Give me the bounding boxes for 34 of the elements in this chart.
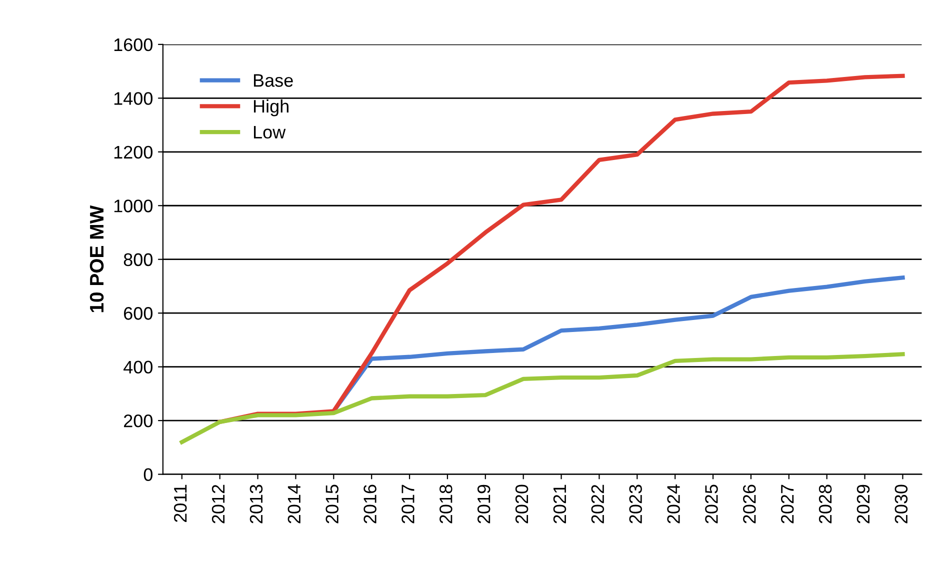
x-tick-label: 2029 [856, 484, 870, 524]
x-tick-label: 2024 [667, 484, 680, 524]
line-series [180, 352, 905, 444]
x-tick-label: 2028 [818, 484, 832, 524]
legend-label: High [254, 99, 288, 116]
y-tick-label: 1000 [114, 200, 152, 212]
x-tick-label: 2025 [705, 484, 718, 524]
x-tick-label: 2020 [515, 484, 528, 524]
y-axis-title: 10 POE MW [90, 205, 104, 312]
x-tick-label: 2013 [250, 484, 263, 524]
y-tick-label: 800 [124, 253, 152, 266]
y-tick-label: 0 [144, 468, 152, 482]
y-tick-label: 200 [124, 414, 152, 428]
x-tick-label: 2030 [894, 484, 908, 524]
x-tick-label: 2026 [743, 484, 756, 524]
x-tick-label: 2017 [402, 484, 414, 524]
x-tick-label: 2019 [477, 484, 490, 524]
x-tick-label: 2021 [553, 484, 566, 524]
legend-label: Low [254, 126, 286, 139]
x-tick-label: 2023 [629, 484, 642, 524]
y-tick-label: 1400 [114, 92, 152, 105]
x-tick-label: 2015 [326, 484, 338, 524]
y-tick-label: 600 [124, 307, 152, 320]
x-tick-label: 2014 [288, 484, 301, 524]
x-tick-label: 2016 [364, 484, 376, 524]
x-tick-label: 2011 [174, 484, 187, 522]
y-tick-label: 400 [123, 360, 152, 374]
x-tick-label: 2027 [780, 484, 794, 524]
x-tick-label: 2022 [591, 484, 604, 524]
y-tick-label: 1200 [114, 146, 152, 159]
x-tick-label: 2012 [212, 484, 225, 524]
x-tick-label: 2018 [440, 484, 452, 524]
y-tick-label: 1600 [114, 38, 152, 52]
legend-label: Base [254, 74, 293, 87]
